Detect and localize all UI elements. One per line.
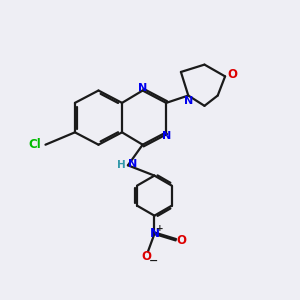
Text: N: N — [138, 82, 147, 93]
Text: H: H — [117, 160, 126, 170]
Text: O: O — [176, 234, 187, 247]
Text: N: N — [128, 159, 137, 169]
Text: −: − — [149, 255, 158, 266]
Text: N: N — [184, 96, 193, 106]
Text: N: N — [162, 131, 171, 141]
Text: O: O — [142, 250, 152, 263]
Text: N: N — [149, 227, 159, 240]
Text: Cl: Cl — [28, 138, 41, 151]
Text: +: + — [156, 224, 164, 233]
Text: O: O — [227, 68, 237, 81]
